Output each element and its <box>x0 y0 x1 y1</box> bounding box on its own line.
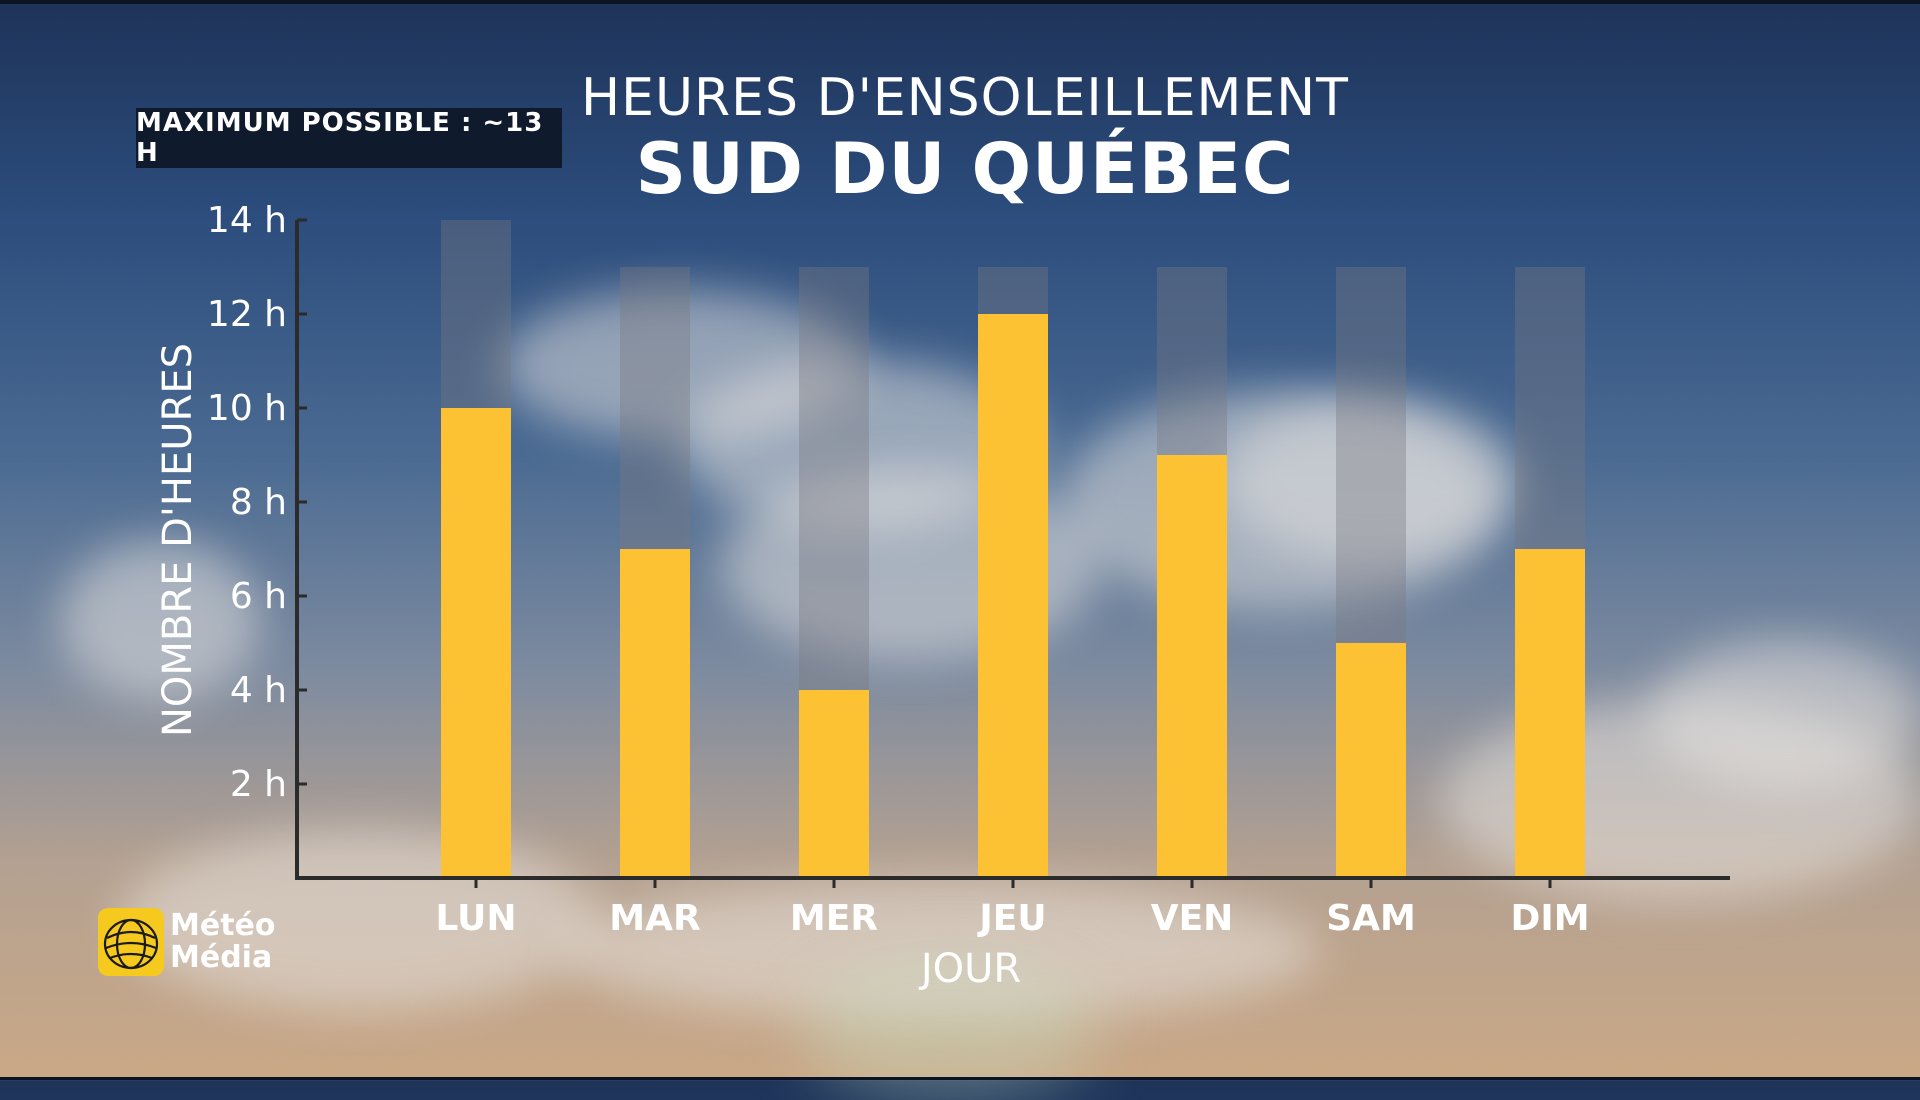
y-tick-label: 14 h <box>207 200 287 241</box>
y-tick-label: 10 h <box>207 388 287 429</box>
x-axis-title: JOUR <box>918 946 1021 992</box>
x-tick-label: MER <box>790 898 878 939</box>
frame-bottom <box>0 1077 1920 1080</box>
y-tick-label: 2 h <box>230 764 287 805</box>
bar <box>1157 455 1227 878</box>
y-tick-label: 4 h <box>230 670 287 711</box>
y-tick-label: 6 h <box>230 576 287 617</box>
y-tick-label: 12 h <box>207 294 287 335</box>
max-possible-badge: MAXIMUM POSSIBLE : ~13 H <box>136 108 562 168</box>
y-tick-label: 8 h <box>230 482 287 523</box>
bar <box>441 408 511 878</box>
y-axis-title: NOMBRE D'HEURES <box>155 343 201 737</box>
bar <box>1515 549 1585 878</box>
x-tick-label: LUN <box>435 898 516 939</box>
x-tick-label: MAR <box>609 898 700 939</box>
x-tick-label: JEU <box>976 898 1046 939</box>
frame-top <box>0 0 1920 4</box>
logo-line-2: Média <box>170 940 273 975</box>
chart-subtitle: SUD DU QUÉBEC <box>635 128 1295 210</box>
logo-text: Météo Média <box>170 910 276 974</box>
x-tick-label: VEN <box>1151 898 1234 939</box>
chart-title: HEURES D'ENSOLEILLEMENT <box>581 68 1349 128</box>
bar <box>620 549 690 878</box>
meteo-media-logo: Météo Média <box>98 908 298 980</box>
x-tick-label: SAM <box>1326 898 1416 939</box>
bar <box>1336 643 1406 878</box>
x-tick-label: DIM <box>1510 898 1589 939</box>
bar <box>978 314 1048 878</box>
logo-line-1: Météo <box>170 908 276 943</box>
globe-icon <box>98 908 164 976</box>
bar <box>799 690 869 878</box>
